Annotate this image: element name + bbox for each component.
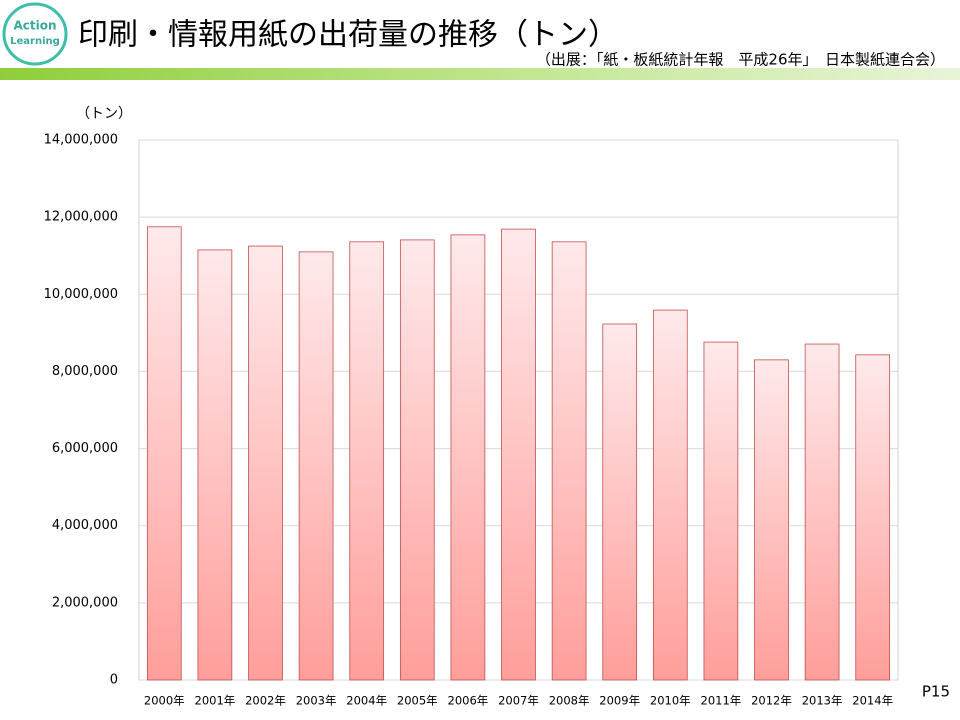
x-tick-label: 2008年 (549, 694, 590, 708)
bar (602, 323, 638, 681)
x-tick-label: 2000年 (144, 694, 185, 708)
y-tick-label: 10,000,000 (44, 287, 118, 302)
y-tick-label: 2,000,000 (52, 595, 118, 610)
bar (349, 241, 385, 681)
x-tick-label: 2001年 (195, 694, 236, 708)
y-tick-label: 8,000,000 (52, 364, 118, 379)
bar (501, 228, 536, 681)
y-tick-label: 0 (110, 673, 118, 688)
y-tick-label: 14,000,000 (44, 133, 118, 148)
y-tick-label: 4,000,000 (52, 518, 118, 533)
x-tick-label: 2005年 (397, 694, 438, 708)
bar (399, 239, 435, 681)
bar (551, 241, 587, 681)
logo-text: Learning (10, 36, 60, 47)
x-tick-label: 2013年 (802, 694, 843, 708)
x-tick-label: 2004年 (346, 694, 387, 708)
bar (298, 251, 334, 681)
x-tick-label: 2012年 (751, 694, 792, 708)
logo-text: Action (13, 19, 56, 33)
chart-subtitle: （出展：「紙・板紙統計年報 平成26年」 日本製紙連合会） (536, 51, 945, 69)
bar (804, 343, 840, 681)
bar (146, 226, 182, 681)
bar (652, 309, 688, 681)
bar (754, 359, 789, 681)
chart-title: 印刷・情報用紙の出荷量の推移（トン） (78, 18, 618, 53)
bar (248, 245, 283, 681)
bar (855, 354, 891, 681)
y-axis-label: （トン） (76, 106, 132, 122)
x-tick-label: 2007年 (498, 694, 539, 708)
x-tick-label: 2010年 (650, 694, 691, 708)
bar (450, 234, 486, 681)
y-tick-label: 12,000,000 (44, 210, 118, 225)
x-tick-label: 2009年 (599, 694, 640, 708)
bar (703, 341, 739, 681)
header-band (0, 68, 960, 80)
x-tick-label: 2014年 (852, 694, 893, 708)
x-tick-label: 2006年 (448, 694, 489, 708)
x-tick-label: 2011年 (701, 694, 742, 708)
y-tick-label: 6,000,000 (52, 441, 118, 456)
x-tick-label: 2003年 (296, 694, 337, 708)
bar (197, 249, 233, 681)
page-number: P15 (922, 683, 950, 701)
logo: Action Learning (2, 2, 68, 66)
x-tick-label: 2002年 (245, 694, 286, 708)
